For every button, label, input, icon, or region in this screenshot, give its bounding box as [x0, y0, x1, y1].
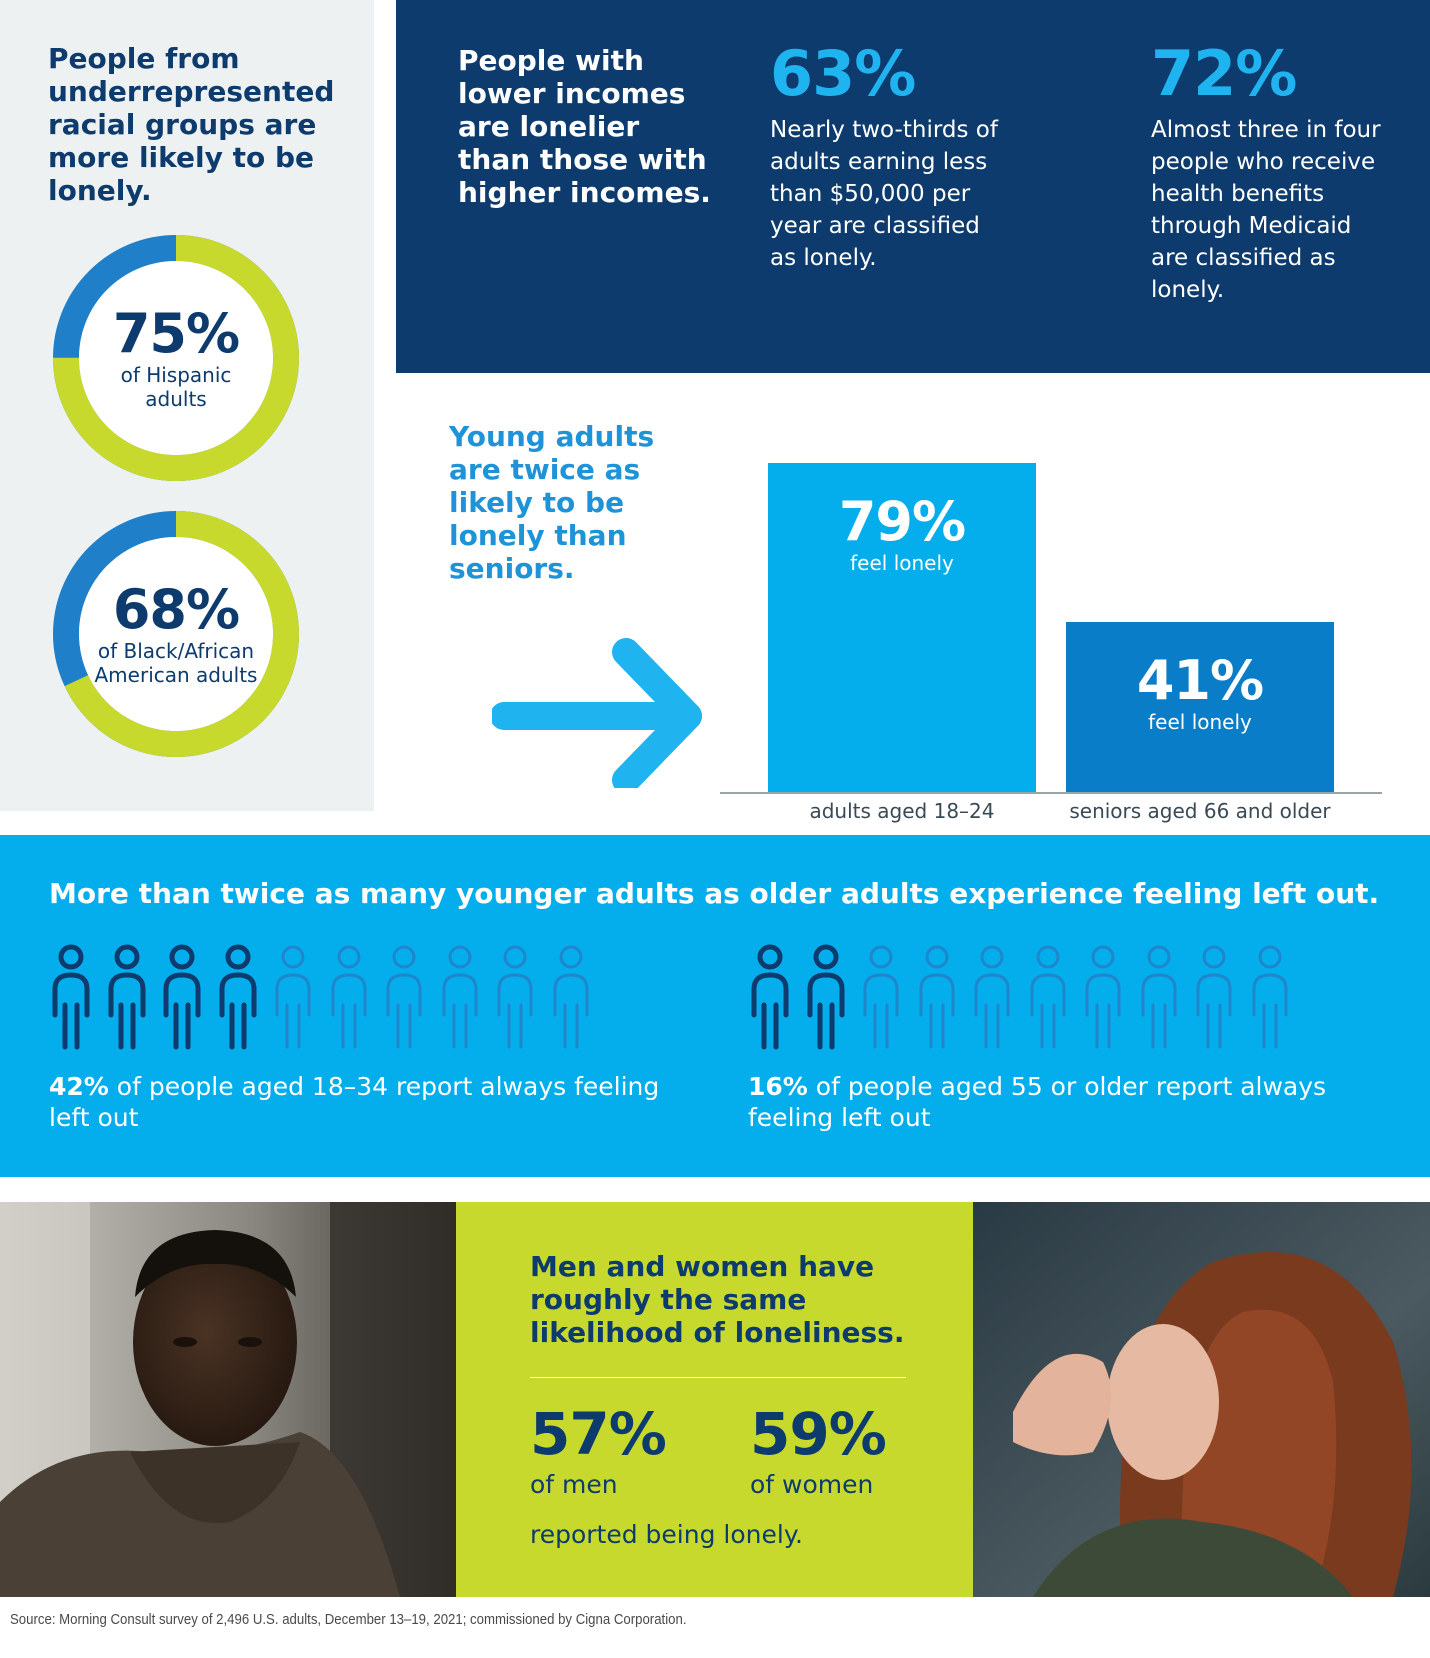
source-note: Source: Morning Consult survey of 2,496 … — [10, 1611, 687, 1628]
person-icon — [863, 945, 899, 1049]
left-out-desc-older: of people aged 55 or older report always… — [748, 1072, 1327, 1132]
left-out-heading: More than twice as many younger adults a… — [49, 877, 1380, 910]
donut-hispanic-arc — [53, 235, 299, 481]
person-icon — [1030, 945, 1065, 1049]
donut-black-pct: 68% — [112, 578, 240, 641]
income-stat-2-text: Almost three in four people who receive … — [1151, 117, 1381, 303]
person-icon — [1252, 945, 1287, 1049]
person-highlighted-icon — [219, 944, 256, 1050]
gender-divider — [530, 1377, 906, 1378]
person-icon — [497, 945, 533, 1049]
income-heading: People with lower incomes are lonelier t… — [458, 44, 711, 209]
donut-hispanic-label: of Hispanic adults — [120, 363, 232, 411]
bar-young-adults: 79% feel lonely — [768, 463, 1036, 793]
donut-black-center — [79, 537, 273, 731]
photo-man — [0, 1202, 456, 1597]
race-heading: People from underrepresented racial grou… — [48, 42, 335, 207]
person-icon — [275, 945, 311, 1049]
person-icon — [1141, 945, 1176, 1049]
left-out-desc-young: of people aged 18–34 report always feeli… — [49, 1072, 660, 1132]
category-young-adults: adults aged 18–24 — [809, 799, 995, 823]
photo-woman — [973, 1202, 1430, 1597]
category-seniors: seniors aged 66 and older — [1069, 799, 1331, 823]
gender-women: 59% of women — [750, 1402, 950, 1500]
donut-black-arc — [53, 511, 299, 757]
left-out-band: More than twice as many younger adults a… — [0, 835, 1430, 1177]
donut-hispanic-chart — [53, 235, 299, 481]
left-out-text-older: 16% of people aged 55 or older report al… — [748, 1071, 1368, 1133]
income-stat-1-pct: 63% — [770, 37, 916, 110]
income-stat-2: 72% Almost three in four people who rece… — [1151, 38, 1411, 306]
bar-seniors-sublabel: feel lonely — [1148, 709, 1252, 734]
young-heading: Young adults are twice as likely to be l… — [449, 420, 655, 585]
donut-hispanic-pct: 75% — [112, 302, 240, 365]
person-icon — [331, 945, 366, 1049]
arrow-right-icon — [492, 638, 702, 788]
gender-footer: reported being lonely. — [530, 1520, 803, 1549]
left-out-text-young: 42% of people aged 18–34 report always f… — [49, 1071, 669, 1133]
donut-black: 68% of Black/African American adults — [48, 506, 304, 762]
person-highlighted-icon — [163, 944, 201, 1050]
loneliness-bar-chart: 79% feel lonely 41% feel lonely adults a… — [720, 395, 1382, 823]
income-stat-1-text: Nearly two-thirds of adults earning less… — [770, 117, 998, 271]
person-highlighted-icon — [807, 944, 844, 1050]
left-out-pct-older: 16% — [748, 1072, 808, 1101]
person-icon — [1085, 945, 1121, 1049]
gender-men-pct: 57% — [530, 1400, 667, 1468]
income-panel: People with lower incomes are lonelier t… — [396, 0, 1430, 373]
donut-hispanic-center — [79, 261, 273, 455]
person-icon — [974, 945, 1010, 1049]
bar-seniors-value: 41% — [1136, 648, 1264, 712]
gender-heading: Men and women have roughly the same like… — [530, 1250, 905, 1349]
bar-young-adults-sublabel: feel lonely — [850, 551, 954, 575]
bar-seniors: 41% feel lonely — [1066, 621, 1334, 793]
person-highlighted-icon — [108, 944, 145, 1050]
left-out-pct-young: 42% — [49, 1072, 109, 1101]
person-highlighted-icon — [52, 944, 90, 1050]
donut-black-chart — [53, 511, 299, 757]
chart-baseline — [720, 792, 1382, 794]
gender-men-label: of men — [530, 1470, 618, 1499]
donut-black-label: of Black/African American adults — [94, 639, 258, 687]
person-icon — [919, 945, 954, 1049]
income-stat-2-pct: 72% — [1151, 37, 1297, 110]
gender-panel: Men and women have roughly the same like… — [456, 1202, 973, 1597]
income-stat-1: 63% Nearly two-thirds of adults earning … — [770, 38, 1030, 274]
gender-men: 57% of men — [530, 1402, 730, 1500]
race-panel: People from underrepresented racial grou… — [0, 0, 374, 811]
person-icon — [553, 945, 588, 1049]
bar-young-adults-value: 79% — [838, 490, 966, 553]
gender-women-pct: 59% — [750, 1400, 887, 1468]
person-highlighted-icon — [751, 944, 789, 1050]
person-icon — [442, 945, 477, 1049]
person-icon — [1196, 945, 1232, 1049]
donut-hispanic: 75% of Hispanic adults — [48, 230, 304, 486]
person-icon — [386, 945, 422, 1049]
gender-women-label: of women — [750, 1470, 874, 1499]
